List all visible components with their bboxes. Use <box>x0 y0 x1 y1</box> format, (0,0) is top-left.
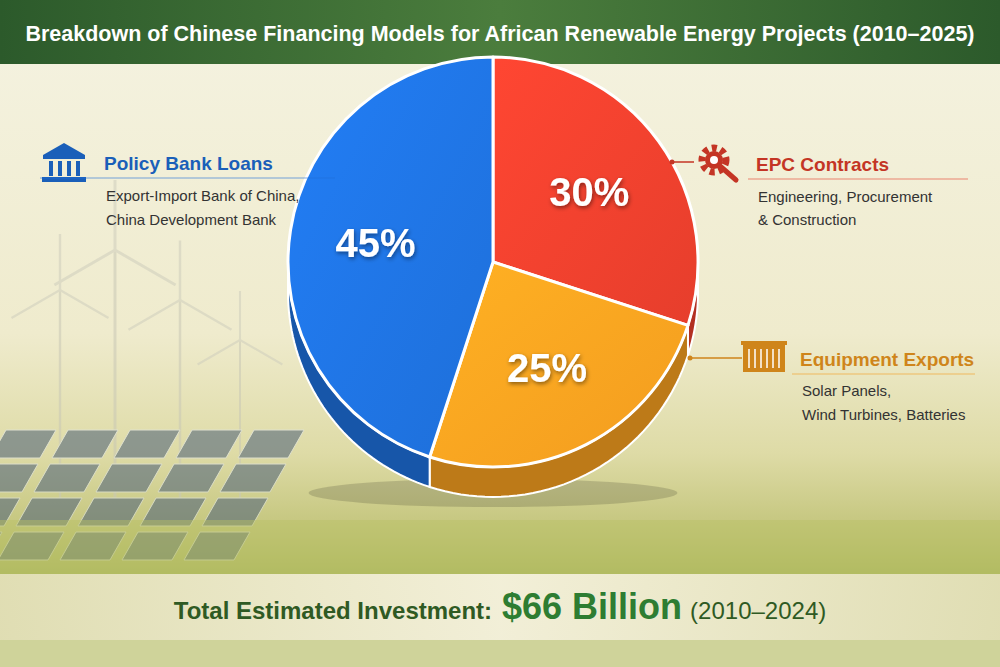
chart: Breakdown of Chinese Financing Models fo… <box>0 0 1000 667</box>
turbine-blade <box>198 340 240 365</box>
field <box>0 520 1000 580</box>
title-banner <box>0 0 1000 64</box>
footer-value: $66 Billion <box>502 586 682 627</box>
icon <box>741 341 787 372</box>
connector <box>672 161 694 163</box>
solar-panel <box>114 430 180 458</box>
callout-rule <box>792 373 975 374</box>
icon-gear-hole <box>710 156 718 164</box>
pie-slice <box>288 57 493 457</box>
category-description: Wind Turbines, Batteries <box>802 406 965 423</box>
connector <box>690 357 742 359</box>
footer-period: (2010–2024) <box>690 597 826 624</box>
connector-dot <box>670 160 675 165</box>
solar-panel <box>0 464 38 492</box>
icon-container-rib <box>766 349 768 368</box>
icon-wrench <box>720 166 736 180</box>
decoration <box>0 180 304 560</box>
callout: EPC Contracts Engineering, Procurement & C… <box>670 148 969 228</box>
plot-area <box>288 57 698 497</box>
background <box>0 0 1000 667</box>
category-description: Engineering, Procurement <box>758 188 933 205</box>
solar-panel <box>96 464 162 492</box>
icon-container-rib <box>754 349 756 368</box>
callout-rule <box>40 177 335 178</box>
icon-container-rib <box>748 349 750 368</box>
turbine-blade <box>179 241 182 301</box>
turbine-blade <box>12 290 60 318</box>
turbine-blade <box>239 291 241 340</box>
category-description: China Development Bank <box>106 211 277 228</box>
icon-column <box>76 161 80 176</box>
icon-column <box>58 161 62 176</box>
icon-container-rib <box>772 349 774 368</box>
data-label: 45% <box>336 221 416 265</box>
turbine-blade <box>115 250 176 285</box>
icon-column <box>67 161 71 176</box>
solar-panel <box>220 464 286 492</box>
solar-panel <box>0 430 56 458</box>
icon-container <box>743 345 785 372</box>
footer-label: Total Estimated Investment: <box>174 597 492 624</box>
solar-panel <box>238 430 304 458</box>
turbine-blade <box>180 300 232 330</box>
solar-panel <box>158 464 224 492</box>
category-label: Equipment Exports <box>800 349 974 370</box>
callout-rule <box>748 178 968 179</box>
turbine-blade <box>240 340 282 365</box>
solar-panel <box>34 464 100 492</box>
icon-column <box>49 161 53 176</box>
data-label: 25% <box>507 346 587 390</box>
turbine-blade <box>60 290 108 318</box>
icon-container-rib <box>760 349 762 368</box>
category-description: Export-Import Bank of China, <box>106 187 299 204</box>
footer-band <box>0 574 1000 640</box>
icon-container-rib <box>778 349 780 368</box>
category-label: EPC Contracts <box>756 154 889 175</box>
callout: Equipment Exports Solar Panels, Wind Turbi… <box>688 341 976 423</box>
icon <box>42 143 86 182</box>
category-label: Policy Bank Loans <box>104 153 273 174</box>
title: Breakdown of Chinese Financing Models fo… <box>25 22 974 46</box>
footer-strip <box>0 640 1000 667</box>
turbine-blade <box>54 250 115 285</box>
turbine-blade <box>128 300 180 330</box>
icon-roof <box>43 143 85 155</box>
connector-dot <box>688 356 693 361</box>
icon-container-top <box>741 341 787 345</box>
category-description: Solar Panels, <box>802 382 891 399</box>
icon <box>702 148 736 180</box>
solar-panel <box>52 430 118 458</box>
icon-beam <box>43 155 85 159</box>
category-description: & Construction <box>758 211 856 228</box>
turbine-blade <box>59 234 61 290</box>
footer: Total Estimated Investment: $66 Billion (2… <box>174 586 826 627</box>
callout: Policy Bank Loans Export-Import Bank of C… <box>40 143 335 228</box>
solar-panel <box>176 430 242 458</box>
data-label: 30% <box>549 170 629 214</box>
